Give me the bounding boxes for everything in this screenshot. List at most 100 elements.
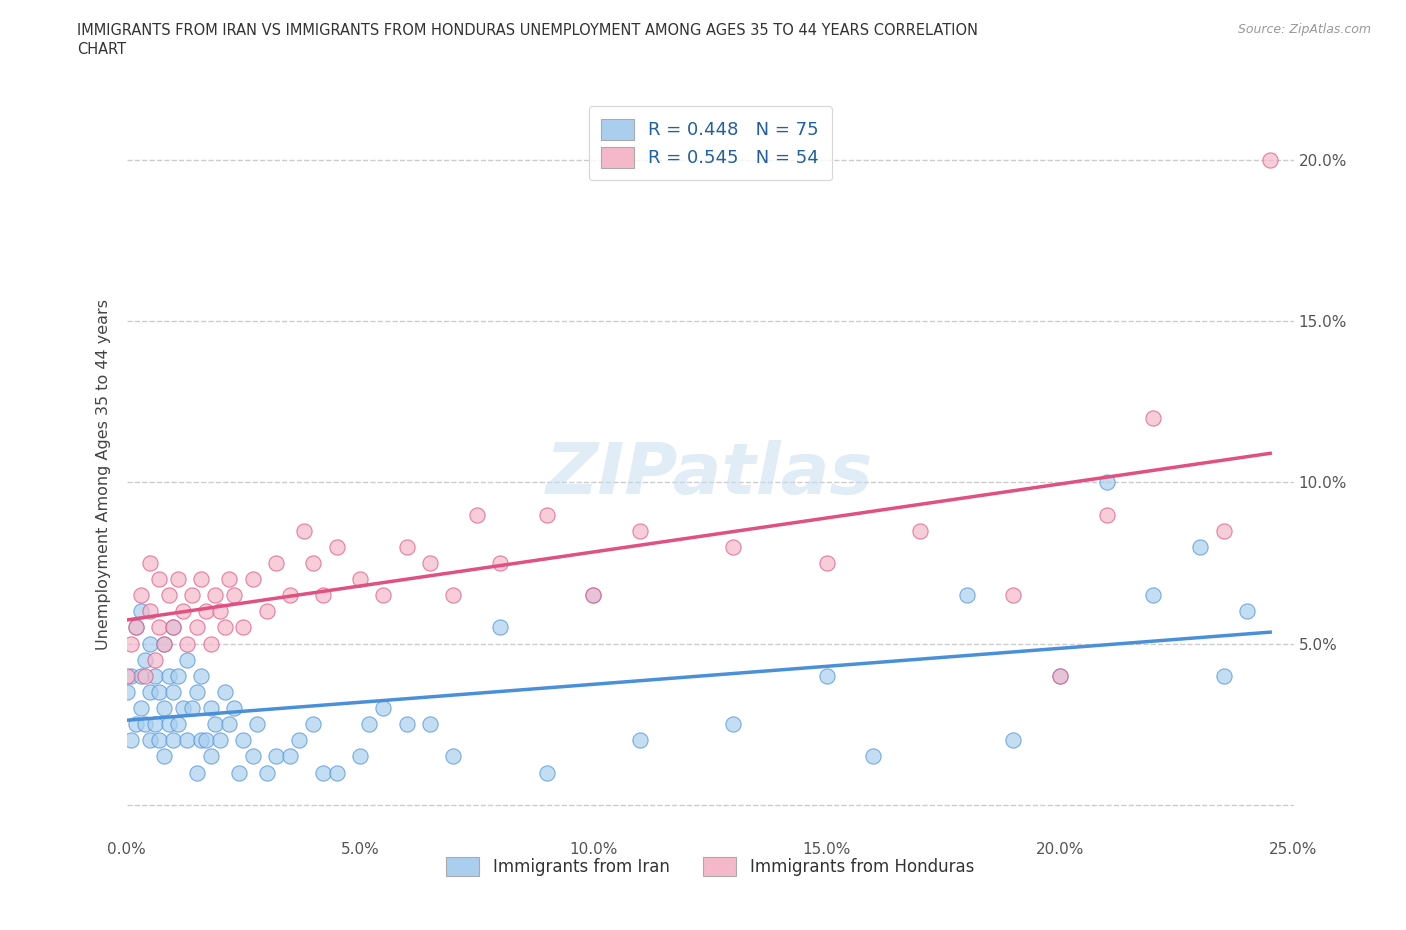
Point <box>264 555 287 570</box>
Point <box>242 572 264 587</box>
Point <box>218 717 240 732</box>
Point <box>115 669 138 684</box>
Point <box>292 524 315 538</box>
Point <box>1258 153 1281 167</box>
Point <box>1236 604 1258 618</box>
Point <box>143 652 166 667</box>
Point <box>264 749 287 764</box>
Point <box>419 717 441 732</box>
Point <box>359 717 381 732</box>
Point <box>129 700 152 715</box>
Point <box>172 604 194 618</box>
Point <box>125 620 148 635</box>
Point <box>222 588 245 603</box>
Point <box>148 733 170 748</box>
Point <box>143 669 166 684</box>
Point <box>208 604 231 618</box>
Point <box>242 749 264 764</box>
Point <box>157 717 180 732</box>
Point <box>172 700 194 715</box>
Point <box>465 507 488 522</box>
Point <box>157 588 180 603</box>
Point <box>1212 669 1234 684</box>
Point <box>441 588 464 603</box>
Point <box>232 733 254 748</box>
Point <box>228 765 250 780</box>
Point <box>218 572 240 587</box>
Point <box>134 652 156 667</box>
Point <box>200 700 222 715</box>
Point <box>956 588 979 603</box>
Point <box>148 684 170 699</box>
Point <box>120 669 142 684</box>
Point <box>419 555 441 570</box>
Point <box>134 669 156 684</box>
Point <box>723 539 745 554</box>
Point <box>157 669 180 684</box>
Point <box>180 588 202 603</box>
Point <box>115 684 138 699</box>
Point <box>395 539 418 554</box>
Point <box>134 717 156 732</box>
Text: CHART: CHART <box>77 42 127 57</box>
Point <box>162 620 184 635</box>
Point <box>129 588 152 603</box>
Point <box>125 620 148 635</box>
Point <box>162 684 184 699</box>
Point <box>148 620 170 635</box>
Point <box>208 733 231 748</box>
Point <box>373 700 395 715</box>
Point <box>200 749 222 764</box>
Point <box>1095 507 1118 522</box>
Point <box>325 765 347 780</box>
Point <box>278 588 301 603</box>
Point <box>153 636 176 651</box>
Point <box>186 765 208 780</box>
Point <box>908 524 931 538</box>
Point <box>311 765 333 780</box>
Point <box>125 717 148 732</box>
Point <box>349 572 371 587</box>
Point <box>1049 669 1071 684</box>
Point <box>194 733 217 748</box>
Point <box>167 572 190 587</box>
Point <box>862 749 884 764</box>
Point <box>129 604 152 618</box>
Point <box>139 733 162 748</box>
Point <box>628 524 651 538</box>
Point <box>176 652 198 667</box>
Point <box>536 765 558 780</box>
Point <box>167 669 190 684</box>
Point <box>120 636 142 651</box>
Point <box>214 620 236 635</box>
Point <box>373 588 395 603</box>
Point <box>120 733 142 748</box>
Point <box>190 669 212 684</box>
Text: Source: ZipAtlas.com: Source: ZipAtlas.com <box>1237 23 1371 36</box>
Point <box>167 717 190 732</box>
Point <box>288 733 311 748</box>
Point <box>143 717 166 732</box>
Point <box>489 620 512 635</box>
Point <box>139 636 162 651</box>
Point <box>148 572 170 587</box>
Point <box>1189 539 1212 554</box>
Point <box>222 700 245 715</box>
Point <box>162 733 184 748</box>
Point <box>278 749 301 764</box>
Point <box>815 555 838 570</box>
Point <box>194 604 217 618</box>
Point <box>190 572 212 587</box>
Text: IMMIGRANTS FROM IRAN VS IMMIGRANTS FROM HONDURAS UNEMPLOYMENT AMONG AGES 35 TO 4: IMMIGRANTS FROM IRAN VS IMMIGRANTS FROM … <box>77 23 979 38</box>
Point <box>186 684 208 699</box>
Point <box>582 588 605 603</box>
Legend: Immigrants from Iran, Immigrants from Honduras: Immigrants from Iran, Immigrants from Ho… <box>440 851 980 884</box>
Y-axis label: Unemployment Among Ages 35 to 44 years: Unemployment Among Ages 35 to 44 years <box>96 299 111 650</box>
Point <box>204 588 226 603</box>
Point <box>1095 475 1118 490</box>
Point <box>256 765 278 780</box>
Point <box>628 733 651 748</box>
Point <box>1212 524 1234 538</box>
Point <box>246 717 269 732</box>
Point <box>190 733 212 748</box>
